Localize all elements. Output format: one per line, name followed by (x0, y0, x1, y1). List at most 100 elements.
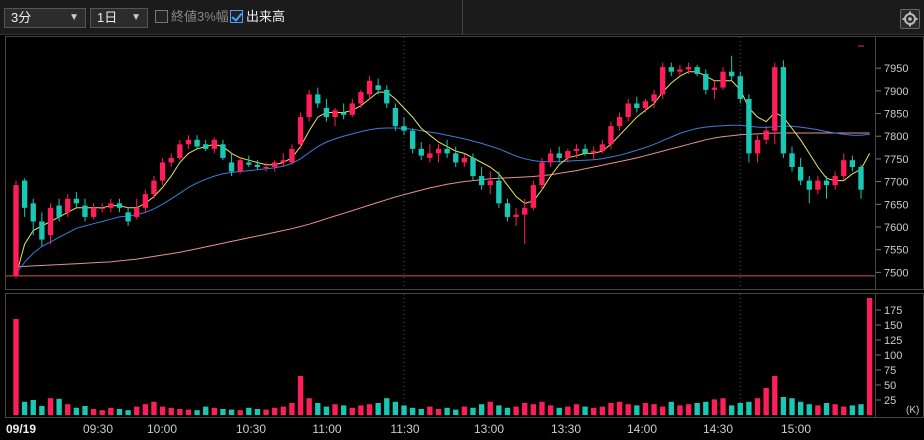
toolbar-divider (462, 0, 463, 34)
time-tick-label: 15:00 (780, 422, 812, 436)
candle-body (599, 144, 605, 152)
period-select[interactable]: 1日 ▼ (90, 8, 148, 28)
price-chart-panel[interactable] (5, 36, 876, 290)
candle-body (409, 130, 416, 149)
candle-body (444, 148, 450, 154)
close3pct-label: 終値3%幅 (171, 9, 229, 24)
candle-body (513, 214, 519, 217)
candle-body (591, 151, 597, 154)
volume-bar (634, 405, 640, 415)
volume-bar (625, 404, 631, 415)
candle-body (815, 180, 821, 190)
toolbar: 3分 ▼ 1日 ▼ 終値3%幅 出来高 (0, 0, 924, 35)
volume-bar (47, 398, 54, 415)
candle-body (841, 160, 847, 177)
volume-bar (220, 409, 226, 415)
volume-bar (366, 404, 373, 415)
candle-body (323, 108, 330, 118)
candle-body (384, 89, 390, 104)
candle-body (823, 180, 830, 186)
volume-bar (384, 398, 390, 415)
candle-body (289, 148, 295, 163)
volume-bar (237, 410, 243, 415)
volume-bar (504, 407, 511, 415)
time-tick-label: 10:30 (235, 422, 267, 436)
candle-body (530, 185, 537, 208)
candle-body (582, 148, 588, 154)
volume-bar (108, 407, 114, 415)
volume-bar (358, 405, 364, 415)
candle-body (651, 94, 657, 102)
candle-body (496, 180, 502, 204)
volume-bar (39, 406, 45, 415)
time-tick-label: 11:00 (312, 422, 342, 436)
candle-body (660, 67, 666, 95)
candle-body (65, 198, 71, 213)
volume-bar (116, 409, 123, 415)
candle-body (858, 167, 864, 190)
volume-bar (409, 407, 416, 415)
candle-body (694, 67, 700, 74)
candle-body (711, 87, 718, 90)
volume-label: 出来高 (246, 9, 286, 24)
candle-body (797, 167, 804, 181)
volume-bar (806, 404, 812, 415)
candle-body (547, 153, 554, 163)
price-tick-label: 7900 (884, 86, 908, 98)
candle-body (13, 185, 19, 276)
volume-chart-panel[interactable] (5, 293, 876, 418)
volume-bar (435, 409, 442, 415)
volume-bar (754, 398, 761, 415)
volume-chart[interactable] (6, 294, 875, 417)
volume-bar (703, 401, 709, 415)
volume-bar (461, 406, 468, 415)
volume-bar (289, 403, 295, 415)
volume-bar (599, 406, 605, 415)
candle-body (703, 73, 709, 90)
volume-bar (522, 403, 528, 415)
volume-bar (496, 405, 502, 415)
volume-bar (453, 409, 459, 415)
volume-bar (651, 404, 657, 415)
gear-icon[interactable] (900, 9, 920, 29)
volume-bar (142, 404, 149, 415)
candle-body (478, 176, 485, 186)
price-tick-label: 7800 (884, 131, 908, 143)
period-select-value: 1日 (97, 10, 118, 25)
candle-body (237, 160, 243, 172)
volume-unit-label: (K) (906, 405, 919, 416)
candle-body (677, 69, 683, 72)
volume-bar (375, 403, 381, 415)
volume-bar (427, 406, 433, 415)
price-tick-label: 7550 (884, 245, 908, 257)
time-tick-label: 09:30 (82, 422, 114, 436)
volume-bar (73, 407, 80, 415)
close3pct-checkbox[interactable] (155, 10, 168, 23)
candlestick-chart[interactable] (6, 37, 875, 289)
candle-body (177, 144, 183, 158)
price-tick-label: 7700 (884, 177, 908, 189)
volume-bar (815, 405, 821, 415)
volume-bar (56, 398, 62, 415)
candle-body (522, 207, 528, 215)
candle-body (134, 207, 140, 217)
volume-bar (99, 410, 105, 415)
candle-body (754, 139, 761, 154)
candle-body (306, 94, 312, 118)
volume-bar (530, 404, 537, 415)
candle-body (263, 167, 269, 168)
volume-bar (694, 403, 700, 415)
volume-bar (591, 407, 597, 415)
volume-bar (797, 401, 804, 415)
volume-tick-label: 125 (884, 335, 902, 347)
volume-tick-label: 50 (884, 380, 896, 392)
volume-checkbox[interactable] (230, 10, 243, 23)
candle-body (280, 160, 286, 163)
candle-body (504, 203, 511, 217)
interval-select[interactable]: 3分 ▼ (4, 8, 86, 28)
volume-bar (478, 404, 485, 415)
volume-bar (780, 397, 787, 415)
volume-bar (547, 405, 554, 415)
candle-body (728, 71, 735, 77)
candle-body (772, 67, 778, 131)
